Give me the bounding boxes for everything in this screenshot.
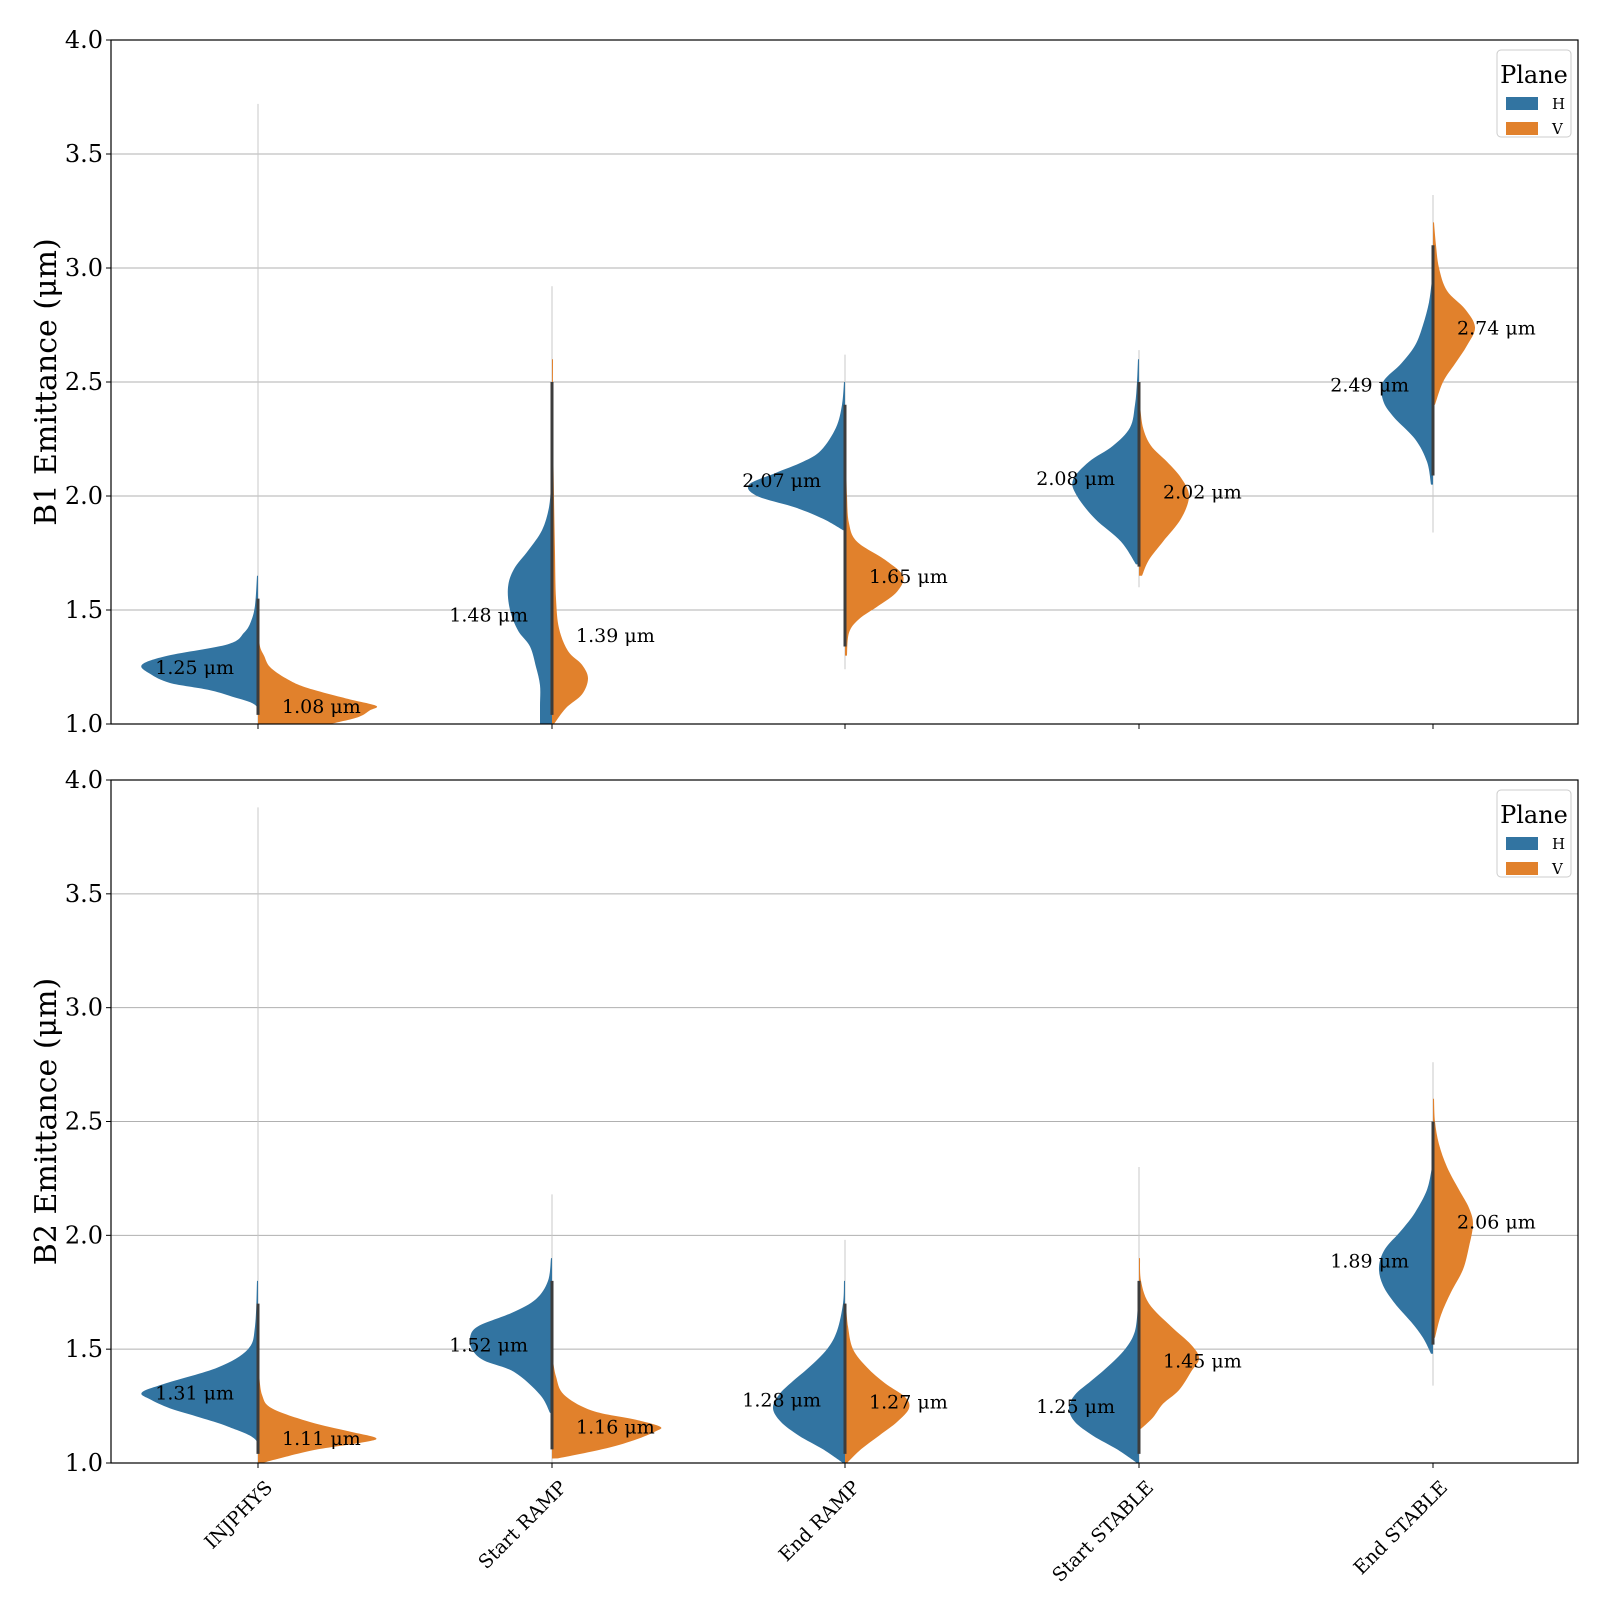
y-tick-label: 3.5 [65, 140, 103, 168]
median-label-h: 2.08 μm [1036, 468, 1115, 490]
legend-title: Plane [1500, 801, 1568, 829]
median-label-h: 2.49 μm [1330, 374, 1409, 396]
violin-h-start-ramp [507, 484, 552, 724]
y-tick-label: 1.5 [65, 596, 103, 624]
x-category-label: Start RAMP [474, 1476, 571, 1573]
violin-h-start-stable [1069, 1303, 1139, 1463]
x-category-label: End RAMP [775, 1476, 865, 1566]
y-axis-label: B1 Emittance (μm) [29, 238, 64, 525]
legend-label-v: V [1551, 860, 1564, 878]
y-tick-label: 2.5 [65, 368, 103, 396]
median-label-h: 1.28 μm [742, 1389, 821, 1411]
median-label-v: 2.74 μm [1457, 317, 1536, 339]
violin-v-end-stable [1433, 222, 1476, 405]
legend-label-h: H [1552, 835, 1565, 853]
x-category-label: Start STABLE [1048, 1477, 1158, 1587]
violins [141, 807, 1473, 1463]
legend-title: Plane [1500, 61, 1568, 89]
legend-swatch-v [1506, 862, 1538, 875]
y-tick-label: 3.0 [65, 254, 103, 282]
y-tick-label: 4.0 [65, 766, 103, 794]
violin-v-end-ramp [845, 1303, 910, 1463]
median-label-v: 2.02 μm [1163, 481, 1242, 503]
y-tick-label: 1.0 [65, 1449, 103, 1477]
median-label-h: 1.48 μm [449, 605, 528, 627]
y-tick-label: 2.0 [65, 482, 103, 510]
y-axis-label: B2 Emittance (μm) [29, 978, 64, 1265]
violin-v-injphys [258, 1371, 377, 1463]
violin-h-end-stable [1378, 1167, 1433, 1354]
violin-h-start-stable [1072, 359, 1139, 565]
x-category-label: INJPHYS [200, 1477, 277, 1554]
legend: Plane HV [1496, 789, 1572, 878]
violin-h-injphys [141, 1280, 259, 1463]
panel-2: 1.0 1.5 2.0 2.5 3.0 3.5 4.0 1.31 μm 1.11 μm 1.52 … [29, 766, 1579, 1587]
violin-v-end-stable [1433, 1098, 1473, 1338]
legend: Plane HV [1496, 49, 1572, 138]
median-label-v: 1.45 μm [1163, 1351, 1242, 1373]
median-label-h: 1.52 μm [449, 1335, 528, 1357]
legend-box [1496, 789, 1572, 878]
median-label-v: 1.16 μm [576, 1417, 655, 1439]
median-label-v: 1.65 μm [869, 566, 948, 588]
violin-h-injphys [141, 575, 259, 724]
violin-v-start-stable [1139, 404, 1189, 576]
violins [141, 103, 1476, 724]
violin-h-end-ramp [747, 382, 845, 531]
legend-swatch-h [1506, 837, 1538, 850]
legend-swatch-v [1506, 122, 1538, 135]
violin-v-injphys [258, 632, 378, 724]
y-tick-label: 3.0 [65, 994, 103, 1022]
axes-frame [110, 779, 1579, 1464]
median-label-h: 2.07 μm [742, 470, 821, 492]
violin-h-end-ramp [772, 1280, 845, 1463]
x-category-label: End STABLE [1350, 1477, 1453, 1580]
violin-v-start-ramp [552, 359, 588, 724]
median-label-v: 1.08 μm [282, 696, 361, 718]
y-tick-label: 2.0 [65, 1221, 103, 1249]
violin-h-end-stable [1381, 279, 1433, 485]
violin-v-end-ramp [845, 450, 904, 656]
median-label-h: 1.31 μm [155, 1382, 234, 1404]
median-label-h: 1.25 μm [155, 657, 234, 679]
y-tick-label: 3.5 [65, 880, 103, 908]
violin-h-start-ramp [469, 1258, 552, 1413]
median-label-h: 1.25 μm [1036, 1396, 1115, 1418]
axes-frame [110, 39, 1579, 725]
median-label-v: 1.11 μm [282, 1428, 361, 1450]
legend-label-h: H [1552, 95, 1565, 113]
violin-v-start-stable [1139, 1258, 1199, 1429]
median-label-v: 1.27 μm [869, 1392, 948, 1414]
y-tick-label: 2.5 [65, 1108, 103, 1136]
y-tick-label: 4.0 [65, 26, 103, 54]
median-label-h: 1.89 μm [1330, 1250, 1409, 1272]
panel-1: 1.0 1.5 2.0 2.5 3.0 3.5 4.0 1.25 μm 1.08 μm 1.48 … [29, 26, 1579, 738]
legend-box [1496, 49, 1572, 138]
y-tick-label: 1.5 [65, 1335, 103, 1363]
legend-swatch-h [1506, 97, 1538, 110]
median-label-v: 1.39 μm [576, 625, 655, 647]
legend-label-v: V [1551, 120, 1564, 138]
y-tick-label: 1.0 [65, 710, 103, 738]
violin-v-start-ramp [552, 1360, 662, 1459]
median-label-v: 2.06 μm [1457, 1212, 1536, 1234]
